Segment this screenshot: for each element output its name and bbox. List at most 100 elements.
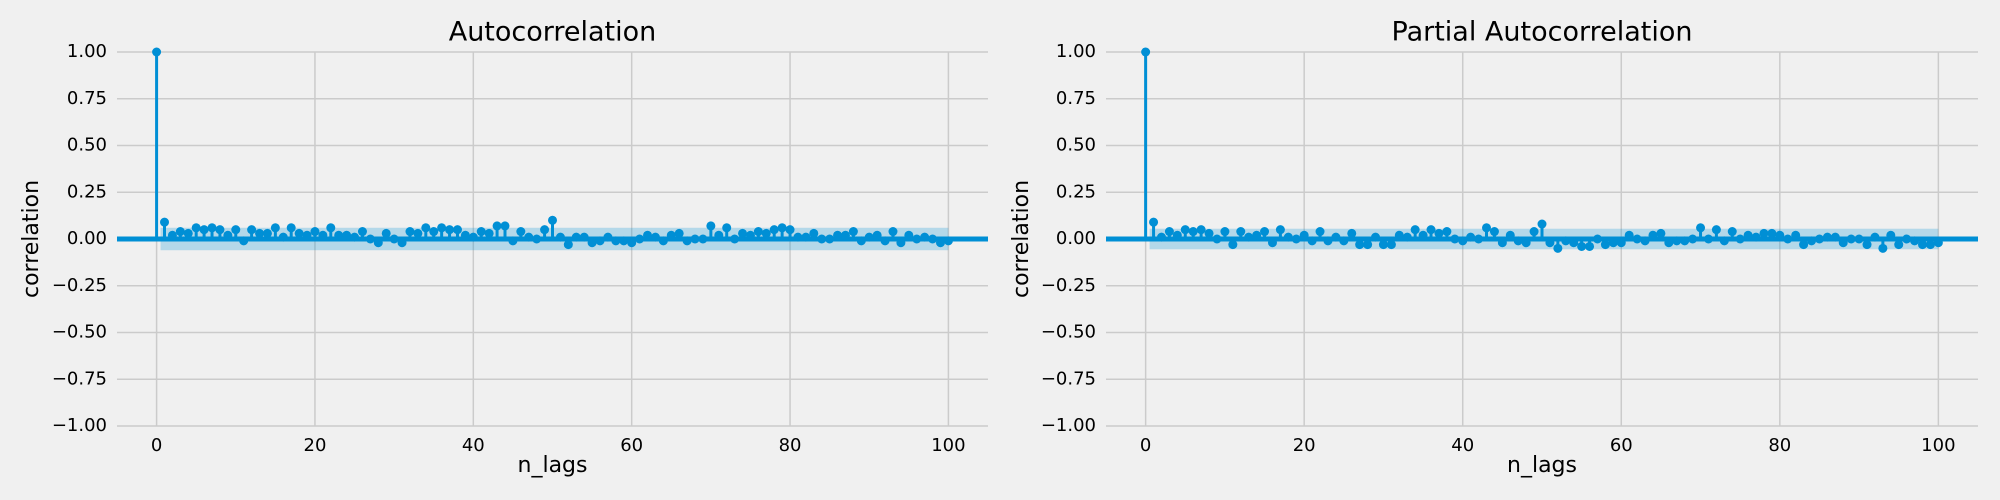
- stem-marker: [848, 227, 858, 237]
- stem-marker: [761, 228, 771, 238]
- stem-marker: [1656, 228, 1666, 238]
- stem-marker: [1521, 238, 1531, 248]
- stem-marker: [1735, 234, 1745, 244]
- stem-marker: [801, 232, 811, 242]
- stem-marker: [888, 227, 898, 237]
- stem-marker: [1854, 234, 1864, 244]
- x-tick-label: 20: [304, 435, 327, 456]
- stem-marker: [856, 236, 866, 246]
- stem-marker: [1315, 227, 1325, 237]
- stem-marker: [1244, 232, 1254, 242]
- stem-marker: [833, 230, 843, 240]
- stem-marker: [1164, 227, 1174, 237]
- stem-marker: [1910, 236, 1920, 246]
- stem-marker: [1204, 228, 1214, 238]
- stem-marker: [373, 238, 383, 248]
- x-tick-label: 80: [1768, 435, 1791, 456]
- stem-marker: [745, 230, 755, 240]
- stem-marker: [508, 236, 518, 246]
- stem-marker: [1925, 240, 1935, 250]
- stem-marker: [817, 234, 827, 244]
- stem-marker: [603, 232, 613, 242]
- stem-marker: [516, 227, 526, 237]
- y-axis-label: correlation: [19, 180, 44, 298]
- stem-marker: [698, 234, 708, 244]
- stem-marker: [1799, 240, 1809, 250]
- chart-title: Autocorrelation: [449, 17, 657, 48]
- stem-marker: [1838, 238, 1848, 248]
- stem-marker: [1529, 227, 1539, 237]
- x-tick-label: 20: [1293, 435, 1316, 456]
- stem-marker: [1711, 225, 1721, 235]
- x-tick-label: 40: [1451, 435, 1474, 456]
- stem-marker: [1474, 234, 1484, 244]
- stem-marker: [1703, 234, 1713, 244]
- stem-marker: [920, 232, 930, 242]
- stem-marker: [1267, 238, 1277, 248]
- x-tick-label: 100: [1921, 435, 1955, 456]
- stem-marker: [405, 227, 415, 237]
- stem-marker: [769, 225, 779, 235]
- stem-marker: [674, 228, 684, 238]
- stem-marker: [1878, 243, 1888, 253]
- stem-marker: [310, 227, 320, 237]
- stem-marker: [1640, 236, 1650, 246]
- stem-marker: [1458, 236, 1468, 246]
- stem-marker: [1307, 236, 1317, 246]
- x-tick-label: 80: [779, 435, 802, 456]
- stem-marker: [1632, 234, 1642, 244]
- y-tick-label: −0.75: [1041, 368, 1096, 389]
- stem-marker: [492, 221, 502, 231]
- stem-marker: [1870, 232, 1880, 242]
- x-tick-label: 100: [931, 435, 965, 456]
- stem-marker: [302, 230, 312, 240]
- chart-title: Partial Autocorrelation: [1392, 17, 1693, 48]
- stem-marker: [943, 236, 953, 246]
- stem-marker: [1862, 240, 1872, 250]
- stem-marker: [1283, 232, 1293, 242]
- y-tick-label: 0.75: [67, 88, 107, 109]
- stem-marker: [1196, 225, 1206, 235]
- stem-marker: [1156, 232, 1166, 242]
- stem-marker: [1378, 240, 1388, 250]
- y-tick-label: −0.25: [52, 275, 107, 296]
- stem-marker: [365, 234, 375, 244]
- stem-marker: [1664, 238, 1674, 248]
- stem-marker: [1220, 227, 1230, 237]
- stem-marker: [294, 228, 304, 238]
- stem-marker: [935, 238, 945, 248]
- stem-marker: [1680, 236, 1690, 246]
- stem-marker: [191, 223, 201, 233]
- stem-marker: [1355, 240, 1365, 250]
- stem-marker: [912, 234, 922, 244]
- stem-marker: [1482, 223, 1492, 233]
- y-tick-label: −0.75: [52, 368, 107, 389]
- stem-marker: [1807, 236, 1817, 246]
- stem-marker: [1513, 236, 1523, 246]
- stem-marker: [484, 228, 494, 238]
- stem-marker: [1585, 241, 1595, 251]
- stem-marker: [1410, 225, 1420, 235]
- stem-marker: [1577, 241, 1587, 251]
- stem-marker: [548, 215, 557, 225]
- stem-marker: [738, 228, 748, 238]
- stem-marker: [1767, 228, 1777, 238]
- stem-marker: [1386, 240, 1396, 250]
- stem-marker: [928, 234, 938, 244]
- stem-marker: [643, 230, 653, 240]
- stem-marker: [1172, 230, 1182, 240]
- stem-marker: [318, 230, 328, 240]
- stem-marker: [278, 232, 288, 242]
- y-tick-label: 0.25: [67, 181, 107, 202]
- stem-marker: [904, 230, 914, 240]
- stem-marker: [1592, 234, 1602, 244]
- y-tick-label: 0.25: [1056, 181, 1096, 202]
- stem-marker: [666, 230, 676, 240]
- stem-marker: [619, 236, 629, 246]
- stem-marker: [540, 225, 550, 235]
- stem-marker: [690, 234, 700, 244]
- stem-marker: [1141, 47, 1151, 57]
- stem-marker: [183, 228, 193, 238]
- stem-marker: [1830, 232, 1840, 242]
- stem-marker: [429, 227, 439, 237]
